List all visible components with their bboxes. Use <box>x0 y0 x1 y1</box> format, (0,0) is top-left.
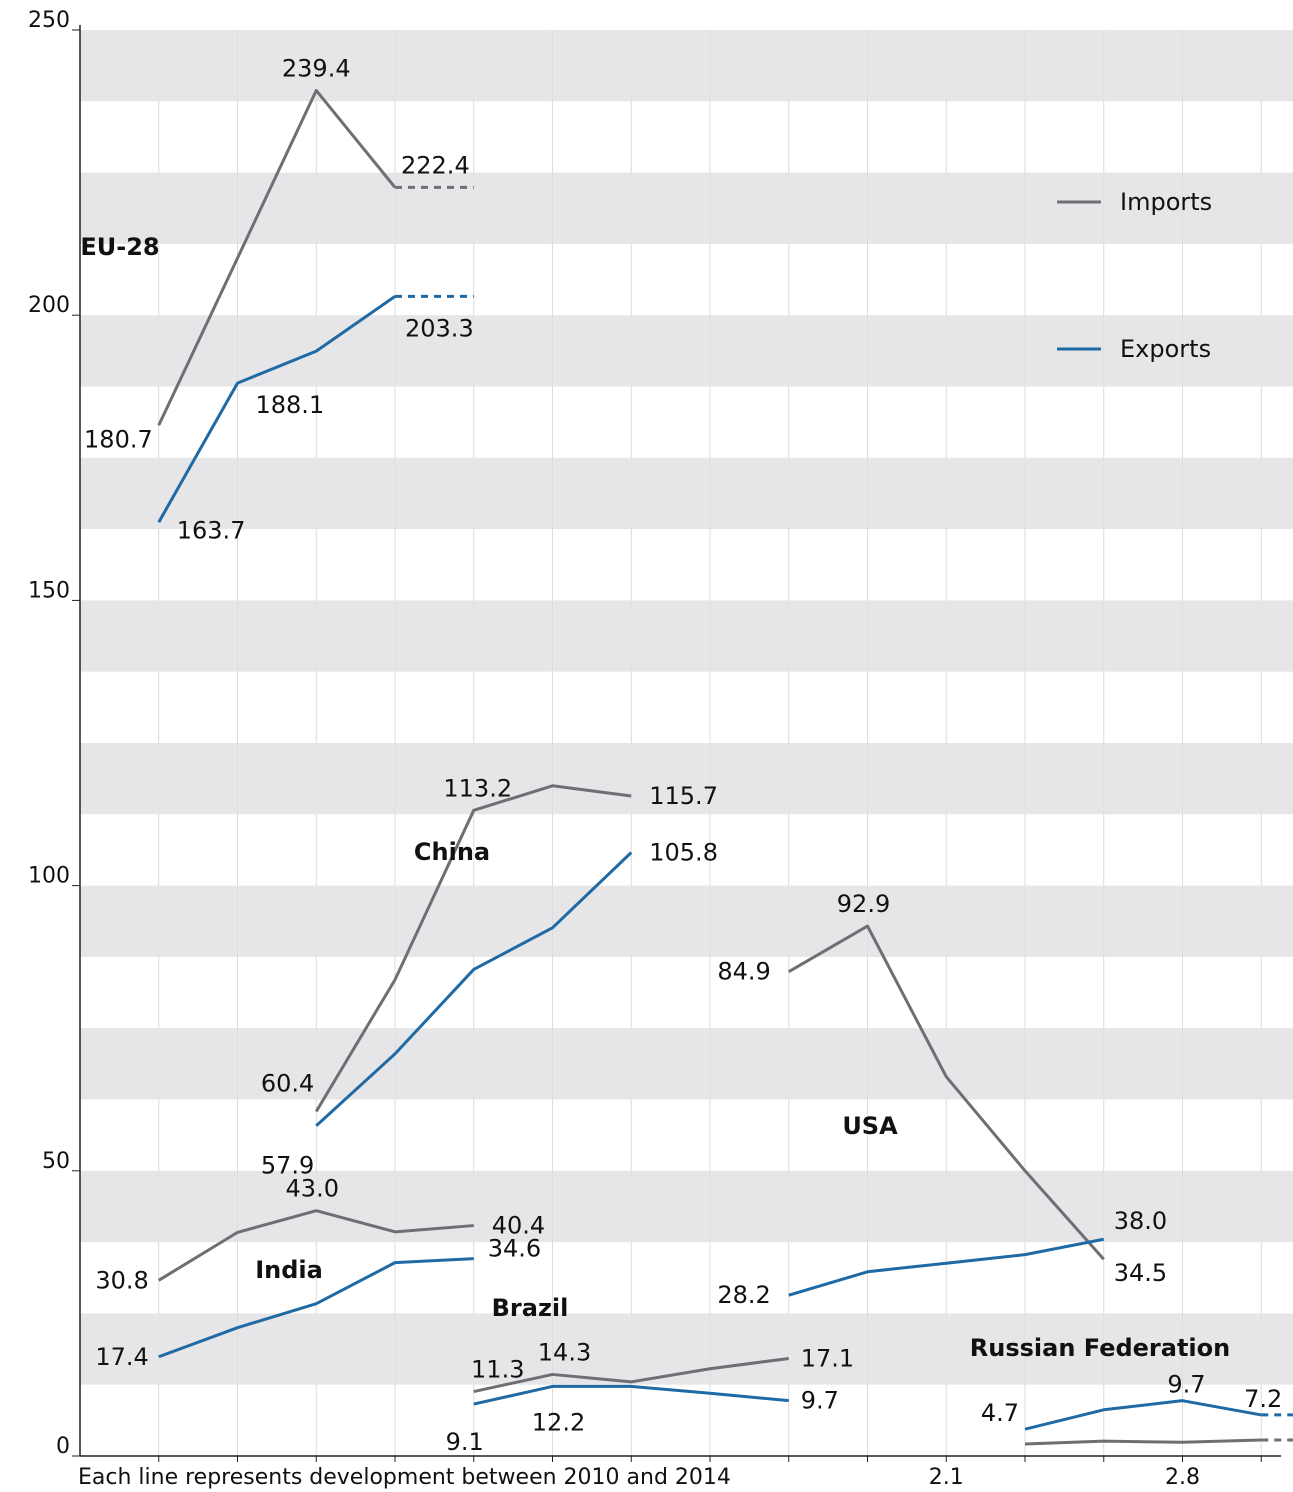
data-label: 17.1 <box>801 1344 854 1372</box>
imports-line-eu-28 <box>157 88 397 426</box>
data-label: 57.9 <box>261 1152 314 1180</box>
group-label: Russian Federation <box>970 1334 1230 1362</box>
legend-label: Imports <box>1120 188 1212 216</box>
group-label: EU-28 <box>80 233 159 261</box>
y-tick-label: 100 <box>28 864 70 889</box>
group-label: USA <box>842 1112 898 1140</box>
group-label: China <box>414 838 490 866</box>
data-label: 34.5 <box>1114 1259 1167 1287</box>
data-label: 60.4 <box>261 1069 314 1097</box>
x-tick-label: 2.8 <box>1165 1465 1200 1490</box>
exports-line-eu-28 <box>157 295 396 523</box>
y-tick-label: 250 <box>28 8 70 33</box>
y-tick-label: 50 <box>42 1149 70 1174</box>
data-label: 4.7 <box>981 1399 1019 1427</box>
grid-band <box>80 457 1293 530</box>
grid-band <box>80 315 1293 387</box>
legend-label: Exports <box>1120 335 1211 363</box>
data-label: 14.3 <box>538 1338 591 1366</box>
group-label: India <box>255 1256 323 1284</box>
data-label: 113.2 <box>443 774 512 802</box>
grid-band <box>80 1170 1293 1243</box>
data-label: 12.2 <box>532 1408 585 1436</box>
data-label: 28.2 <box>717 1281 770 1309</box>
grid-band <box>80 172 1293 244</box>
data-label: 9.7 <box>801 1387 839 1415</box>
data-label: 203.3 <box>405 314 474 342</box>
data-label: 11.3 <box>471 1356 524 1384</box>
data-label: 105.8 <box>649 839 718 867</box>
grid-band <box>80 743 1293 815</box>
data-label: 115.7 <box>649 782 718 810</box>
data-label: 38.0 <box>1114 1207 1167 1235</box>
data-label: 222.4 <box>401 151 470 179</box>
data-label: 9.1 <box>446 1428 484 1456</box>
y-tick-label: 150 <box>28 578 70 603</box>
x-axis-note: Each line represents development between… <box>78 1465 731 1490</box>
data-label: 40.4 <box>492 1212 545 1240</box>
group-label: Brazil <box>492 1294 569 1322</box>
y-tick-label: 0 <box>56 1434 70 1459</box>
imports-line-russian-federation <box>1024 1438 1262 1446</box>
data-label: 7.2 <box>1244 1385 1282 1413</box>
y-tick-label: 200 <box>28 293 70 318</box>
data-label: 34.6 <box>488 1235 541 1263</box>
grid-band <box>80 30 1293 102</box>
grid-band <box>80 600 1293 672</box>
grid-band <box>80 1028 1293 1100</box>
data-label: 30.8 <box>95 1266 148 1294</box>
data-label: 43.0 <box>286 1175 339 1203</box>
data-label: 188.1 <box>256 391 325 419</box>
data-label: 180.7 <box>84 425 153 453</box>
data-label: 9.7 <box>1167 1371 1205 1399</box>
x-tick-label: 2.1 <box>929 1465 964 1490</box>
data-label: 17.4 <box>95 1343 148 1371</box>
data-label: 84.9 <box>717 958 770 986</box>
data-label: 163.7 <box>177 516 246 544</box>
grid-band <box>80 885 1293 957</box>
data-label: 239.4 <box>282 54 351 82</box>
exports-line-russian-federation <box>1024 1399 1262 1431</box>
data-label: 92.9 <box>837 890 890 918</box>
